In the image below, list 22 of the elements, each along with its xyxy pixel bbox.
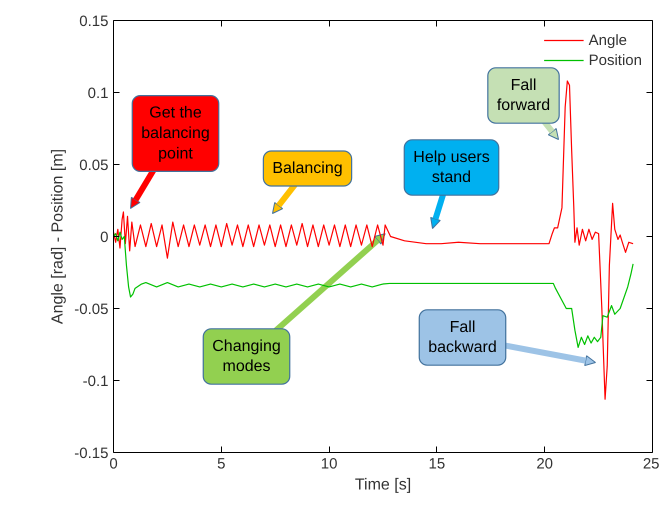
annotation: Changing modes bbox=[212, 338, 281, 376]
annotation: Help users stand bbox=[413, 148, 490, 186]
x-tick-label: 5 bbox=[217, 456, 226, 472]
x-tick-label: 25 bbox=[642, 456, 659, 472]
y-tick-label: -0.05 bbox=[74, 301, 109, 318]
legend-label: Position bbox=[588, 52, 642, 68]
y-tick-label: 0.15 bbox=[79, 13, 109, 30]
y-tick-label: 0.05 bbox=[79, 157, 109, 174]
y-tick-label: -0.1 bbox=[82, 373, 109, 390]
y-tick-label: 0.1 bbox=[88, 85, 109, 102]
y-tick-label: -0.15 bbox=[74, 445, 109, 462]
annotation: Get the balancing point bbox=[141, 104, 210, 162]
y-tick-label: 0 bbox=[100, 229, 108, 246]
x-axis-title: Time [s] bbox=[354, 476, 412, 494]
annotation: Balancing bbox=[272, 160, 343, 177]
x-tick-label: 10 bbox=[320, 456, 338, 472]
y-axis-title: Angle [rad] - Position [m] bbox=[49, 148, 66, 324]
x-tick-label: 15 bbox=[428, 456, 446, 472]
line-series bbox=[114, 80, 634, 400]
annotation: Fall backward bbox=[428, 318, 497, 356]
x-tick-label: 20 bbox=[536, 456, 554, 472]
legend-label: Angle bbox=[588, 32, 627, 48]
